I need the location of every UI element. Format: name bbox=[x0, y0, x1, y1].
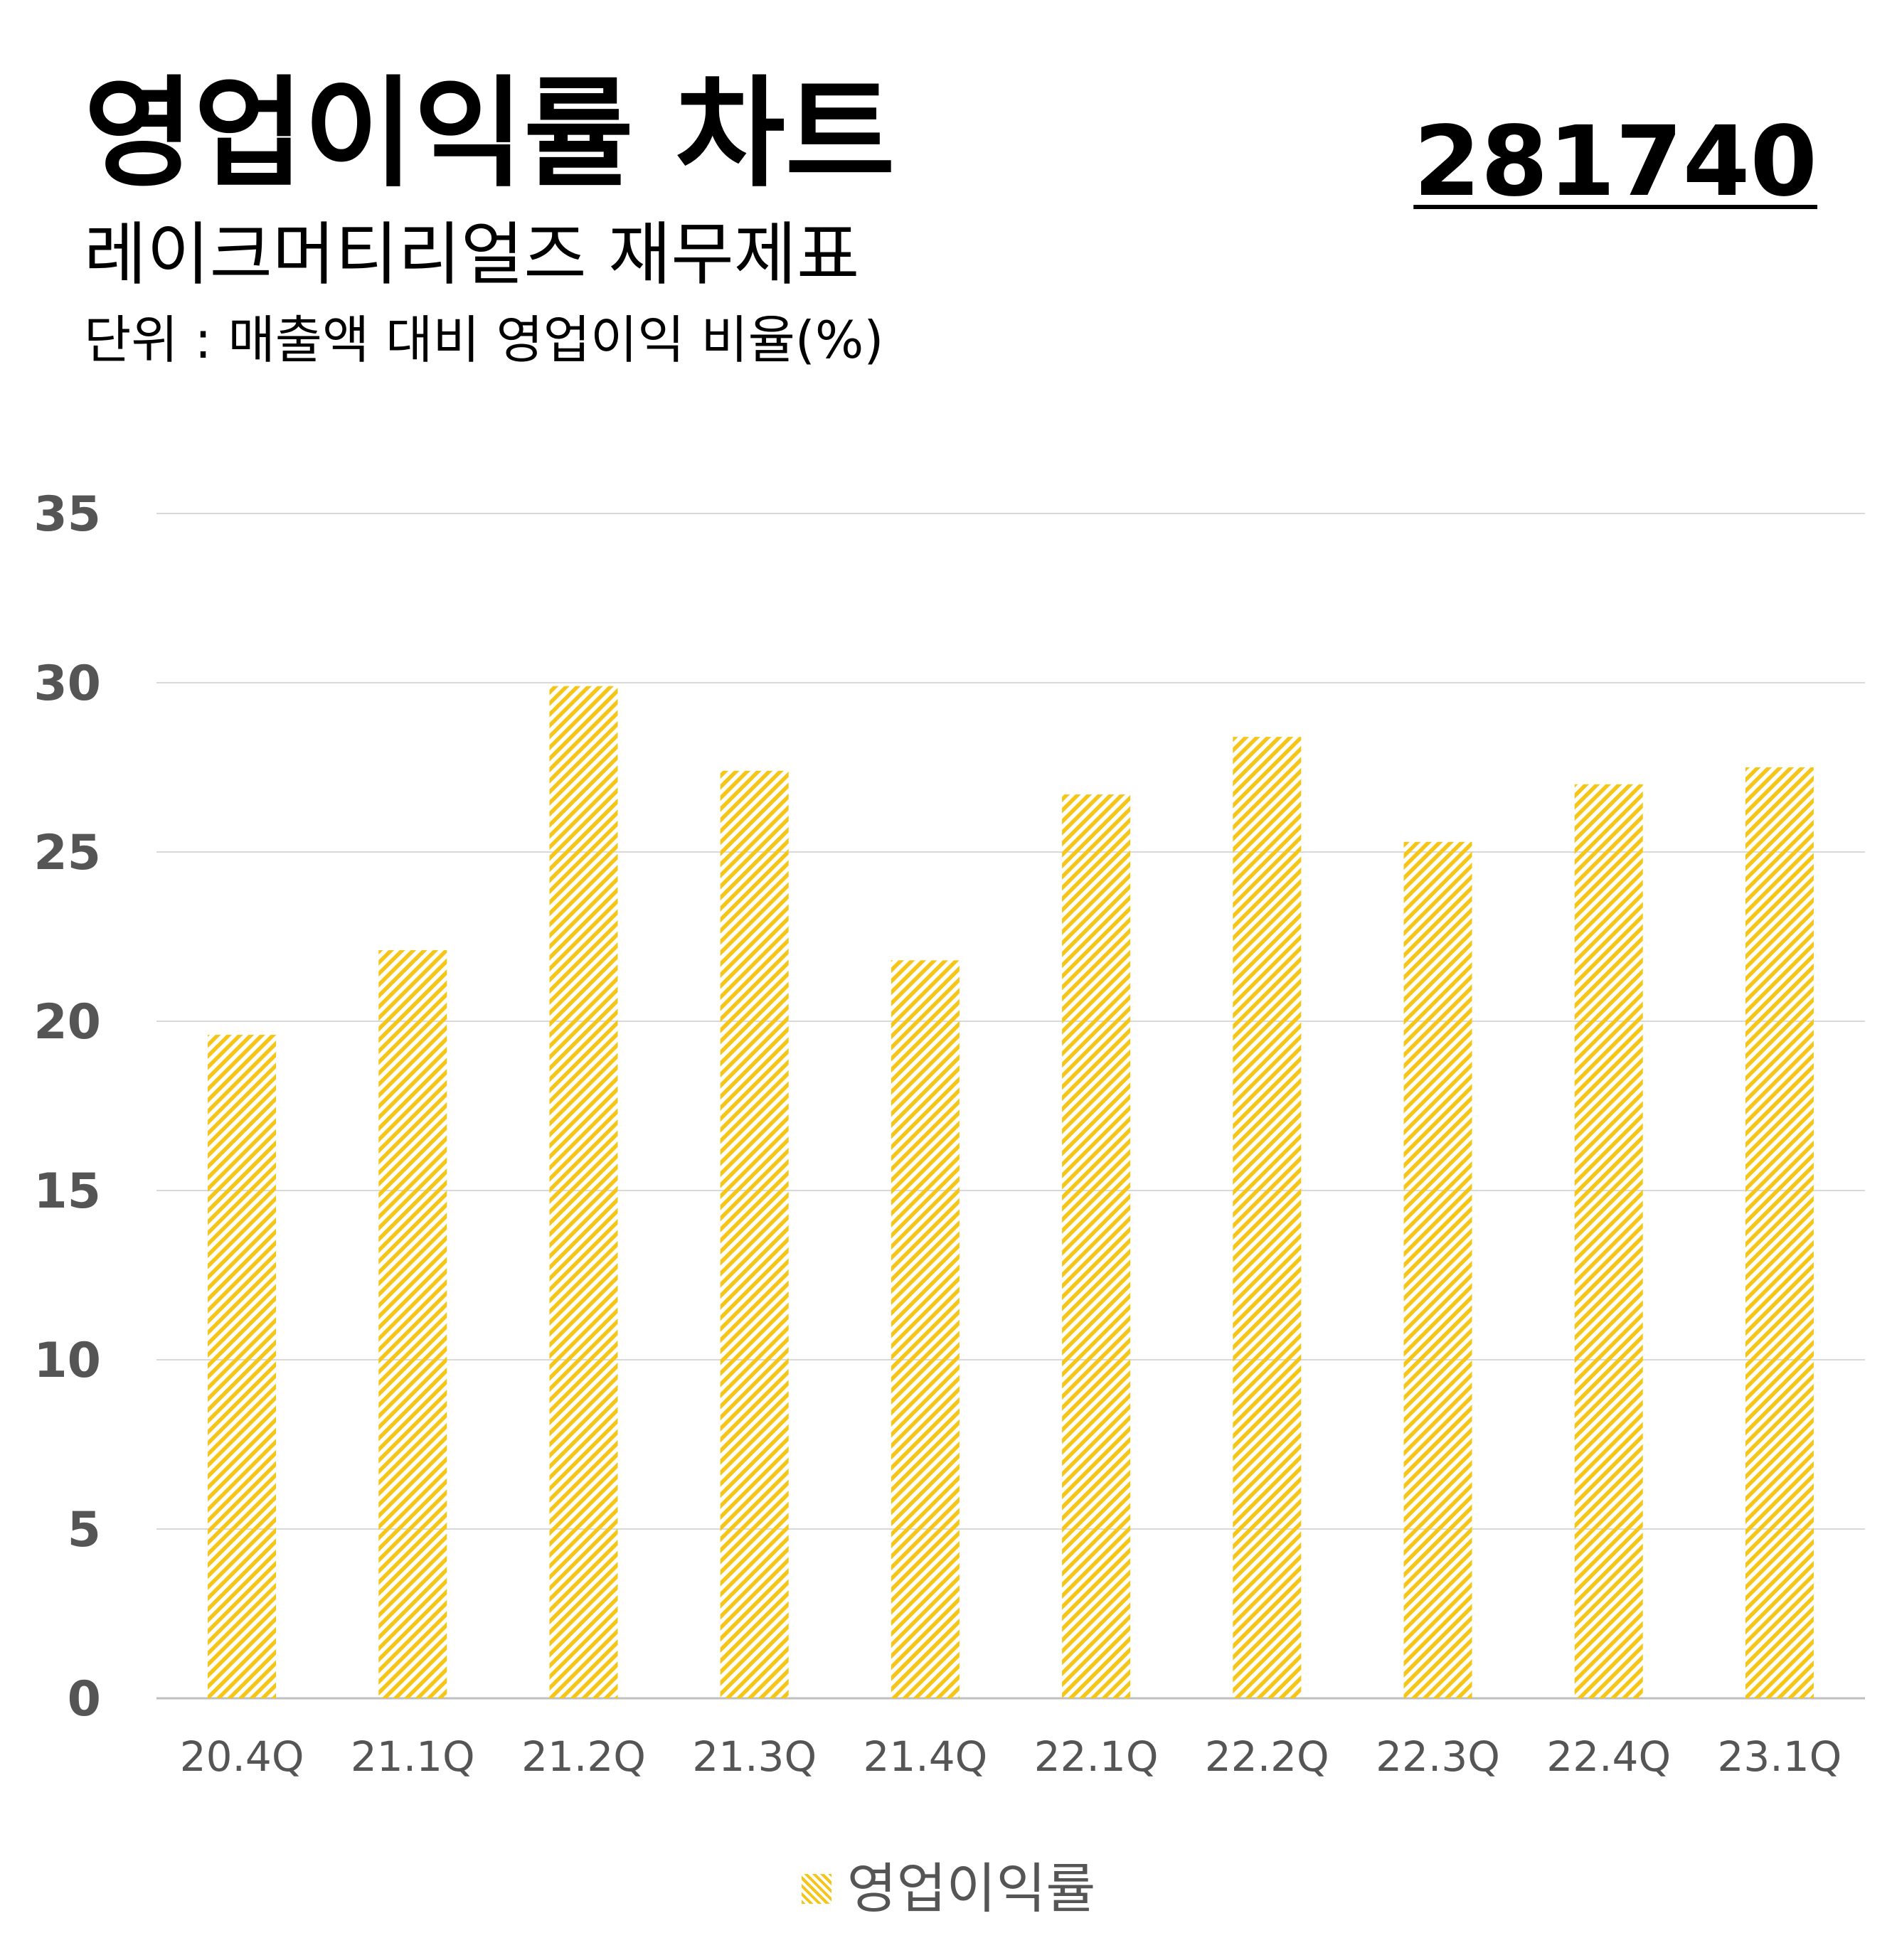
bar-22.4Q bbox=[1574, 784, 1643, 1698]
bar-20.4Q bbox=[208, 1035, 277, 1698]
stock-code: 281740 bbox=[1413, 106, 1817, 218]
unit-label: 단위 : 매출액 대비 영업이익 비율(%) bbox=[84, 310, 884, 370]
bar-21.3Q bbox=[720, 770, 789, 1698]
y-tick-label: 10 bbox=[33, 1333, 101, 1389]
bar-21.4Q bbox=[891, 960, 960, 1698]
bar-21.2Q bbox=[549, 686, 618, 1698]
bar-22.2Q bbox=[1233, 737, 1302, 1698]
chart-subtitle: 레이크머티리얼즈 재무제표 bbox=[84, 215, 860, 294]
bar-21.1Q bbox=[378, 950, 447, 1698]
x-tick-label: 20.4Q bbox=[180, 1732, 304, 1781]
x-tick-label: 21.2Q bbox=[521, 1732, 646, 1781]
x-axis-ticks: 20.4Q 21.1Q 21.2Q 21.3Q 21.4Q 22.1Q 22.2Q 22.3Q… bbox=[180, 1732, 1842, 1781]
x-tick-label: 22.3Q bbox=[1376, 1732, 1500, 1781]
x-tick-label: 21.4Q bbox=[864, 1732, 988, 1781]
y-tick-label: 35 bbox=[33, 486, 101, 543]
bar-23.1Q bbox=[1745, 767, 1814, 1698]
chart-title: 영업이익률 차트 bbox=[84, 64, 896, 203]
legend: 영업이익률 bbox=[0, 1862, 1897, 1916]
y-tick-label: 30 bbox=[33, 656, 101, 712]
y-tick-label: 15 bbox=[33, 1163, 101, 1220]
y-tick-label: 25 bbox=[33, 825, 101, 881]
legend-swatch bbox=[801, 1874, 831, 1904]
y-tick-label: 0 bbox=[68, 1671, 101, 1727]
bar-22.3Q bbox=[1403, 841, 1472, 1698]
y-tick-label: 5 bbox=[68, 1502, 101, 1558]
bars bbox=[208, 686, 1814, 1698]
x-tick-label: 22.2Q bbox=[1205, 1732, 1329, 1781]
x-tick-label: 21.1Q bbox=[351, 1732, 475, 1781]
x-tick-label: 22.1Q bbox=[1034, 1732, 1159, 1781]
x-tick-label: 21.3Q bbox=[692, 1732, 817, 1781]
bar-22.1Q bbox=[1062, 794, 1131, 1698]
legend-label: 영업이익률 bbox=[846, 1857, 1096, 1920]
x-tick-label: 22.4Q bbox=[1546, 1732, 1671, 1781]
y-tick-label: 20 bbox=[33, 994, 101, 1050]
y-axis-ticks: 0 5 10 15 20 25 30 35 bbox=[33, 486, 101, 1727]
x-tick-label: 23.1Q bbox=[1718, 1732, 1842, 1781]
